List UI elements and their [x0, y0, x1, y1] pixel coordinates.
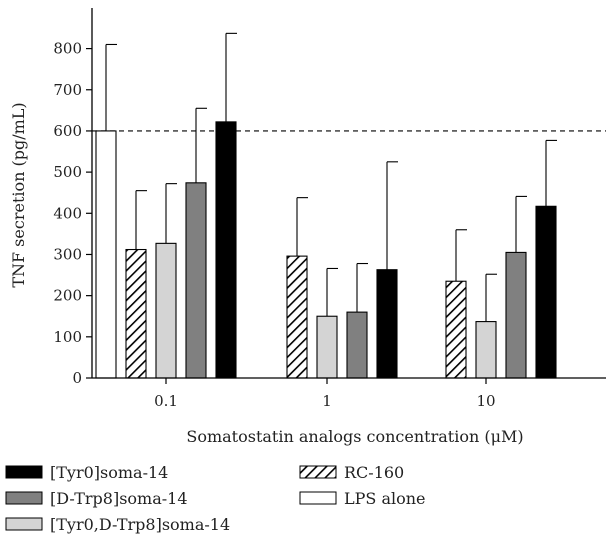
legend-label: [D-Trp8]soma-14 — [50, 489, 188, 508]
x-tick-label: 1 — [322, 392, 332, 410]
y-tick-label: 400 — [53, 204, 82, 222]
legend-label: [Tyr0]soma-14 — [50, 463, 168, 482]
legend-swatch — [5, 517, 43, 531]
legend-label: RC-160 — [344, 463, 404, 482]
y-tick-label: 300 — [53, 245, 82, 263]
bar — [505, 251, 527, 379]
y-tick-label: 800 — [53, 40, 82, 58]
bar — [215, 121, 237, 379]
bar — [376, 269, 398, 379]
bar — [185, 182, 207, 379]
bar — [316, 315, 338, 379]
bar — [475, 321, 497, 379]
bar — [95, 130, 117, 379]
y-tick-label: 100 — [53, 328, 82, 346]
bar — [155, 242, 177, 379]
bar — [535, 205, 557, 379]
x-tick-label: 10 — [476, 392, 495, 410]
x-axis-label: Somatostatin analogs concentration (μM) — [186, 427, 523, 446]
bar — [346, 311, 368, 379]
y-axis-label: TNF secretion (pg/mL) — [9, 102, 28, 287]
legend-swatch — [299, 491, 337, 505]
y-tick-label: 600 — [53, 122, 82, 140]
legend-label: LPS alone — [344, 489, 426, 508]
legend-swatch — [5, 465, 43, 479]
bar — [125, 248, 147, 379]
legend-swatch — [5, 491, 43, 505]
bar — [445, 280, 467, 379]
legend-swatch — [299, 465, 337, 479]
legend-label: [Tyr0,D-Trp8]soma-14 — [50, 515, 230, 534]
bar — [286, 255, 308, 379]
x-tick-label: 0.1 — [154, 392, 178, 410]
y-tick-label: 500 — [53, 163, 82, 181]
y-tick-label: 700 — [53, 81, 82, 99]
y-tick-label: 0 — [72, 369, 82, 387]
y-tick-label: 200 — [53, 287, 82, 305]
